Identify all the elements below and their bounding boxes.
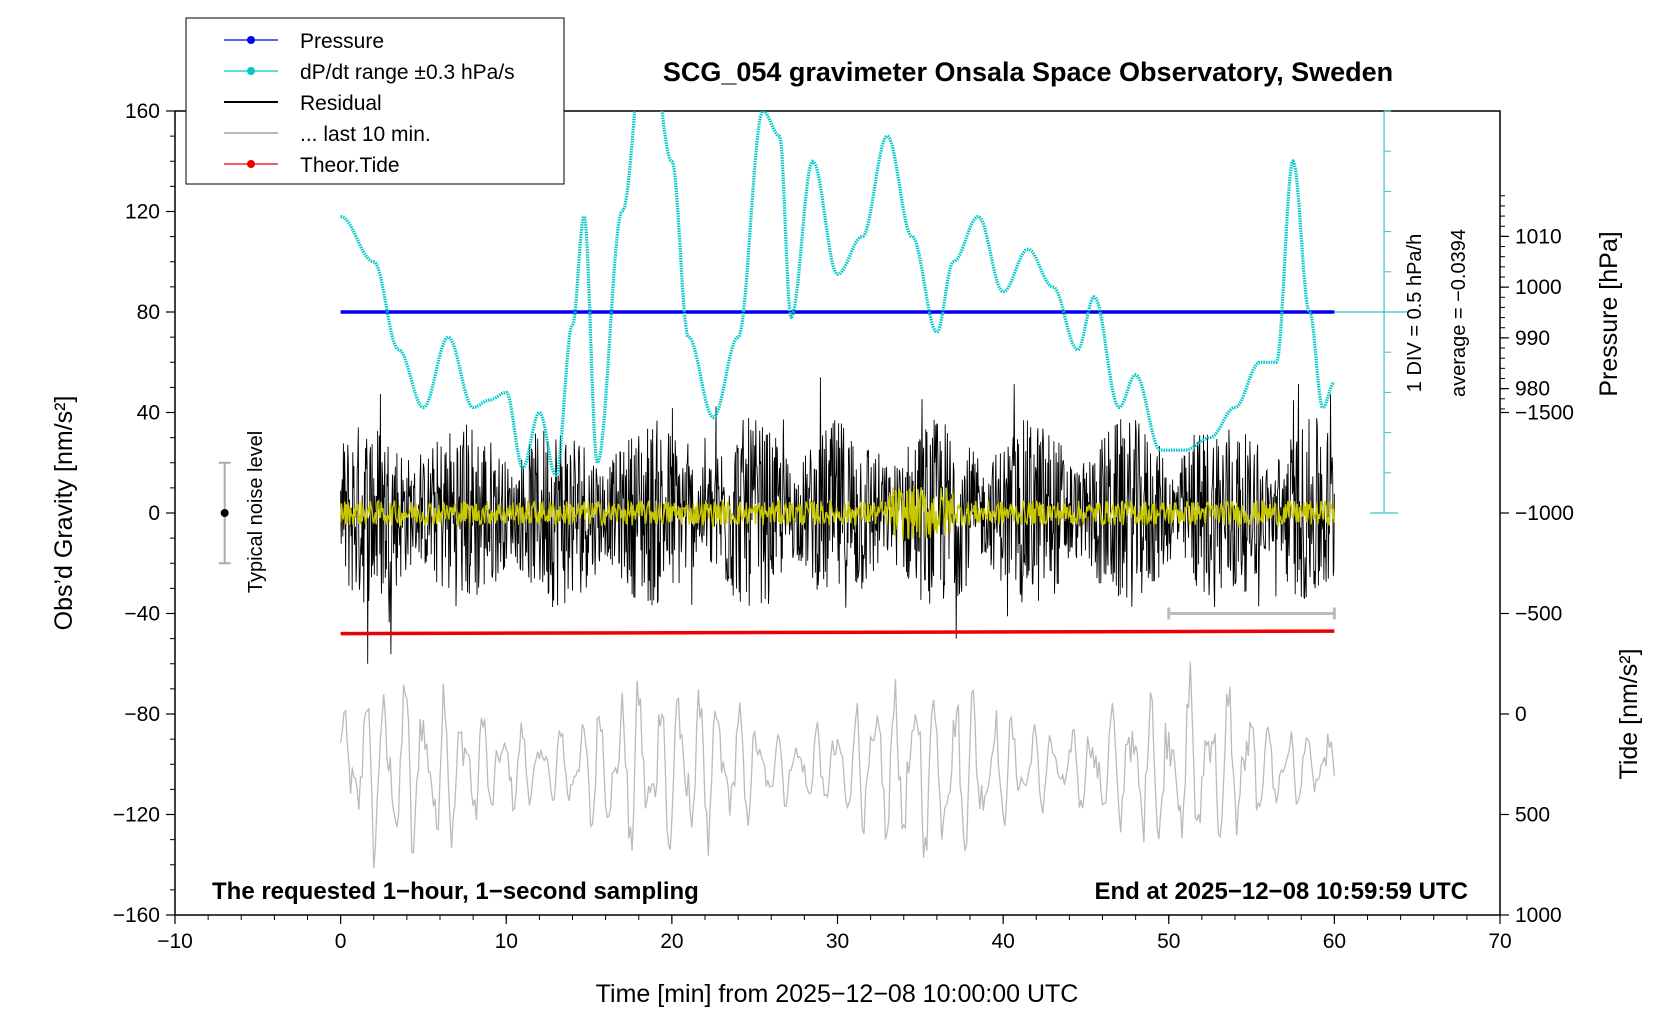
x-tick-label: 10 [495, 930, 518, 953]
pressure-tick-label: 990 [1515, 327, 1550, 350]
dpdt-series [340, 111, 1335, 478]
div-label: 1 DIV = 0.5 hPa/h [1404, 234, 1426, 392]
legend-label-residual: Residual [300, 92, 382, 115]
legend-marker-dpdt [247, 67, 255, 75]
chart-title: SCG_054 gravimeter Onsala Space Observat… [663, 57, 1393, 87]
legend-label-last10: ... last 10 min. [300, 123, 431, 146]
x-axis-label: Time [min] from 2025−12−08 10:00:00 UTC [596, 980, 1079, 1008]
legend-marker-tide [247, 160, 255, 168]
pressure-tick-label: 1000 [1515, 276, 1562, 299]
y-axis-label-tide: Tide [nm/s²] [1615, 648, 1643, 779]
x-tick-label: 0 [335, 930, 347, 953]
tide-tick-label: −500 [1515, 603, 1562, 626]
smoothed-residual-series [339, 485, 1336, 541]
noise-level-dot [220, 509, 229, 517]
legend-label-pressure: Pressure [300, 30, 384, 53]
bottom-left-note: The requested 1−hour, 1−second sampling [212, 878, 699, 905]
theor-tide-series [340, 629, 1335, 636]
y-tick-label: 0 [148, 502, 160, 525]
legend-marker-pressure [247, 36, 255, 44]
average-label: average = −0.0394 [1448, 229, 1470, 397]
tide-tick-label: 1000 [1515, 904, 1562, 927]
legend-label-dpdt: dP/dt range ±0.3 hPa/s [300, 61, 515, 84]
tide-tick-label: −1500 [1515, 402, 1574, 425]
tide-tick-label: 0 [1515, 703, 1527, 726]
y-tick-label: −160 [113, 904, 160, 927]
y-tick-label: −120 [113, 804, 160, 827]
y-tick-label: −80 [124, 703, 160, 726]
y-tick-label: 160 [125, 100, 160, 123]
series-layer [218, 110, 1409, 869]
last10-series [339, 661, 1336, 869]
bottom-right-note: End at 2025−12−08 10:59:59 UTC [1094, 878, 1468, 905]
axes-layer: −10 0 10 20 30 40 50 60 70 160 120 80 40 0 −40 −80 −120 −… [113, 100, 1574, 953]
legend: Pressure dP/dt range ±0.3 hPa/s Residual… [185, 17, 565, 185]
x-tick-label: 70 [1488, 930, 1511, 953]
x-tick-label: 60 [1323, 930, 1346, 953]
y-tick-label: 80 [137, 301, 160, 324]
tide-tick-label: −1000 [1515, 502, 1574, 525]
pressure-tick-label: 1010 [1515, 225, 1562, 248]
x-tick-label: 50 [1157, 930, 1180, 953]
legend-label-tide: Theor.Tide [300, 154, 400, 177]
x-tick-label: −10 [157, 930, 193, 953]
x-tick-label: 20 [660, 930, 683, 953]
y-axis-label-left: Obs’d Gravity [nm/s²] [50, 396, 78, 631]
x-tick-label: 40 [991, 930, 1014, 953]
y-tick-label: 40 [137, 402, 160, 425]
y-tick-label: −40 [124, 603, 160, 626]
x-tick-label: 30 [826, 930, 849, 953]
noise-level-label: Typical noise level [245, 431, 267, 593]
y-tick-label: 120 [125, 201, 160, 224]
y-axis-label-pressure: Pressure [hPa] [1595, 231, 1623, 396]
tide-tick-label: 500 [1515, 804, 1550, 827]
pressure-tick-label: 980 [1515, 378, 1550, 401]
